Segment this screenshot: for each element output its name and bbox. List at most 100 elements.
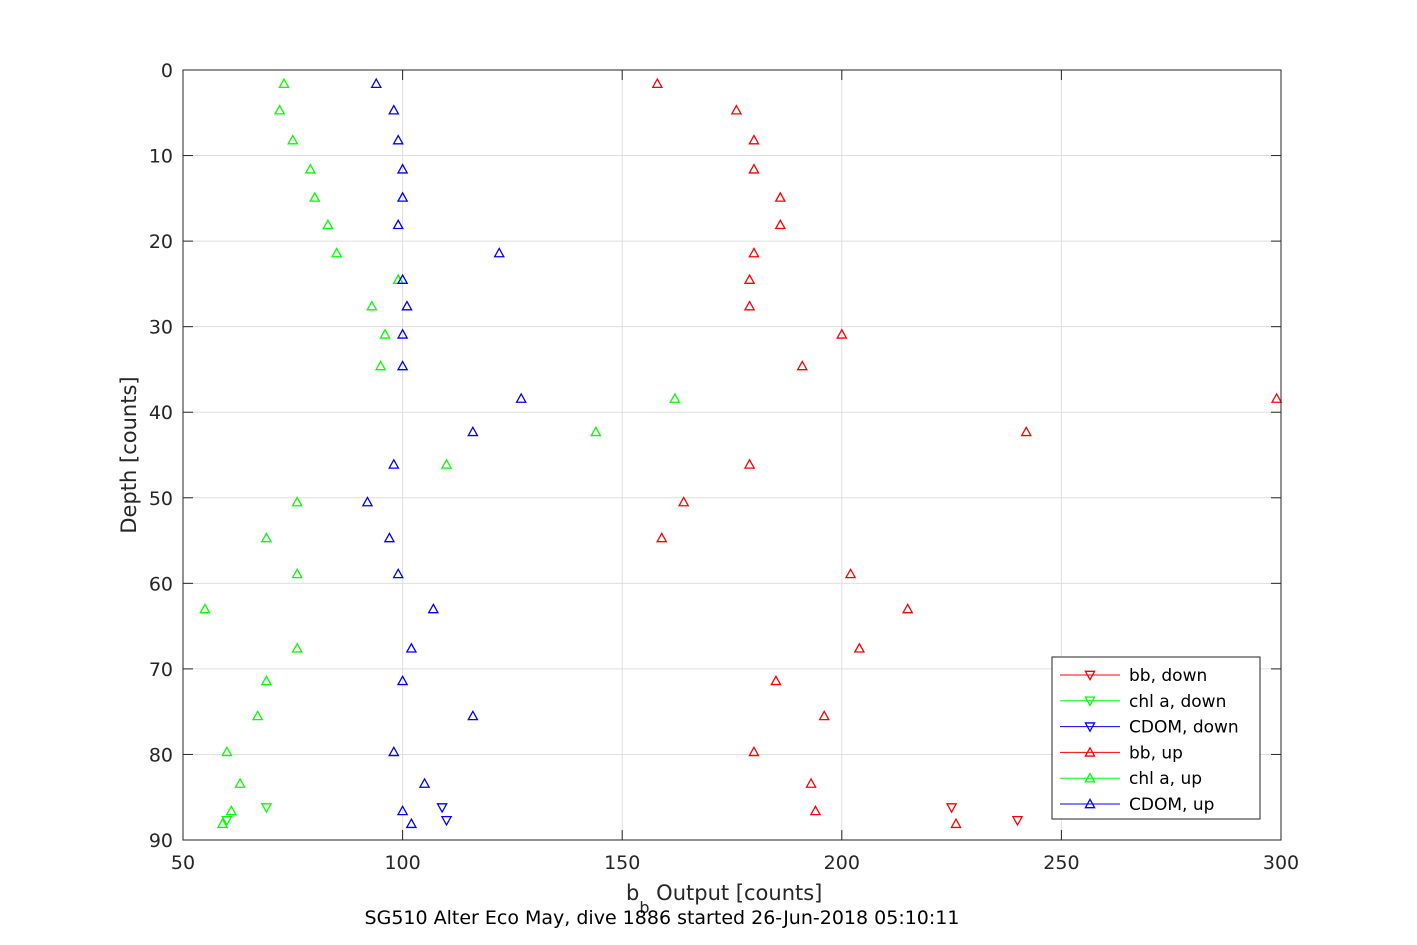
legend-marker <box>1084 722 1096 733</box>
point-bb-up <box>651 77 664 89</box>
x-axis-label-main: b <box>626 881 639 905</box>
x-tick-label: 200 <box>824 852 860 874</box>
point-cdom-up <box>392 567 404 579</box>
legend-entry-bb-down: bb, down <box>1060 666 1207 686</box>
point-cdom-up <box>493 247 505 258</box>
y-tick-label: 60 <box>149 573 173 595</box>
legend-box <box>1051 656 1261 820</box>
legend-label: CDOM, up <box>1129 795 1214 815</box>
point-bb-down <box>945 803 958 814</box>
point-bb-up <box>844 567 857 579</box>
point-chl-a-up <box>225 804 238 816</box>
point-bb-up <box>656 532 668 543</box>
point-cdom-up <box>396 804 409 816</box>
point-chl-a-up <box>199 603 211 614</box>
x-axis-label-subscript: b <box>639 898 649 917</box>
point-bb-up <box>774 218 787 230</box>
point-chl-a-up <box>287 134 299 145</box>
point-bb-up <box>805 777 817 788</box>
axes: 50 100 150 200 250 300 0 10 20 30 40 50 60 70 80 90 <box>149 60 1299 874</box>
point-bb-up <box>853 642 866 653</box>
legend-entry-cdom-down: CDOM, down <box>1060 718 1239 738</box>
point-chl-a-up <box>309 191 321 202</box>
series-chl-a-up <box>199 77 681 829</box>
point-cdom-up <box>388 104 400 115</box>
point-chl-a-up <box>669 392 681 403</box>
series-bb-down <box>945 803 1024 827</box>
point-cdom-up <box>401 300 413 311</box>
point-bb-up <box>809 804 822 816</box>
point-cdom-down <box>440 815 453 827</box>
y-tick-label: 70 <box>149 659 173 681</box>
point-bb-up <box>1020 425 1032 437</box>
point-bb-up <box>730 104 743 115</box>
y-tick-label: 40 <box>149 402 173 424</box>
point-bb-up <box>1270 392 1283 403</box>
point-bb-up <box>748 134 760 145</box>
point-chl-a-up <box>278 77 290 89</box>
legend-marker <box>1084 696 1096 707</box>
legend-label: chl a, up <box>1129 769 1202 789</box>
point-chl-a-up <box>216 817 229 829</box>
point-chl-a-up <box>366 300 378 311</box>
point-cdom-up <box>405 817 418 829</box>
point-cdom-up <box>467 710 479 721</box>
series-cdom-down <box>436 803 453 827</box>
data-points <box>199 77 1283 829</box>
y-tick-label: 30 <box>149 317 173 339</box>
footer-caption: SG510 Alter Eco May, dive 1886 started 2… <box>365 907 960 929</box>
point-cdom-up <box>396 674 409 686</box>
point-bb-up <box>796 360 808 371</box>
point-bb-up <box>818 710 830 721</box>
series-cdom-up <box>361 77 527 829</box>
point-bb-up <box>743 300 756 311</box>
point-bb-up <box>743 273 756 284</box>
legend-marker <box>1084 670 1096 681</box>
y-tick-label: 90 <box>149 830 173 852</box>
point-chl-a-down <box>221 815 233 827</box>
point-bb-up <box>901 603 914 614</box>
y-tick-label: 20 <box>149 231 173 253</box>
point-bb-up <box>836 328 848 339</box>
point-cdom-up <box>383 532 396 543</box>
x-tick-label: 150 <box>604 852 640 874</box>
x-tick-label: 250 <box>1043 852 1079 874</box>
point-chl-a-up <box>379 328 391 339</box>
legend-entry-chl-a-up: chl a, up <box>1060 769 1202 789</box>
point-chl-a-up <box>221 745 233 757</box>
point-bb-up <box>950 817 962 829</box>
point-cdom-up <box>388 458 400 469</box>
point-chl-a-up <box>260 674 273 686</box>
point-chl-a-up <box>291 642 303 653</box>
y-tick-label: 10 <box>149 146 173 168</box>
y-axis-label: Depth [counts] <box>117 376 141 533</box>
legend-marker <box>1084 798 1096 809</box>
y-tick-label: 50 <box>149 488 173 510</box>
point-cdom-up <box>396 360 409 371</box>
point-bb-up <box>748 745 760 757</box>
x-axis-label: bb Output [counts] <box>626 881 822 917</box>
legend-entry-bb-up: bb, up <box>1060 743 1183 763</box>
legend-marker <box>1084 746 1096 757</box>
series-bb-up <box>651 77 1283 829</box>
series-chl-a-down <box>221 803 273 827</box>
legend: bb, down chl a, down CDOM, down bb, up chl a… <box>1051 656 1261 820</box>
point-chl-a-up <box>260 532 273 543</box>
x-tick-label: 300 <box>1263 852 1299 874</box>
point-chl-a-up <box>590 425 602 437</box>
legend-label: CDOM, down <box>1129 718 1239 738</box>
point-bb-down <box>1011 815 1024 827</box>
point-cdom-up <box>396 163 409 174</box>
point-chl-a-up <box>273 104 286 115</box>
point-cdom-up <box>515 392 527 403</box>
legend-marker <box>1084 772 1096 783</box>
legend-entry-cdom-up: CDOM, up <box>1060 795 1214 815</box>
x-tick-label: 50 <box>171 852 195 874</box>
point-chl-a-up <box>291 496 303 507</box>
point-bb-up <box>748 163 760 174</box>
point-cdom-up <box>396 273 409 284</box>
point-cdom-down <box>436 803 448 814</box>
point-chl-a-up <box>322 218 334 230</box>
point-chl-a-up <box>374 360 387 371</box>
legend-label: bb, down <box>1129 666 1207 686</box>
